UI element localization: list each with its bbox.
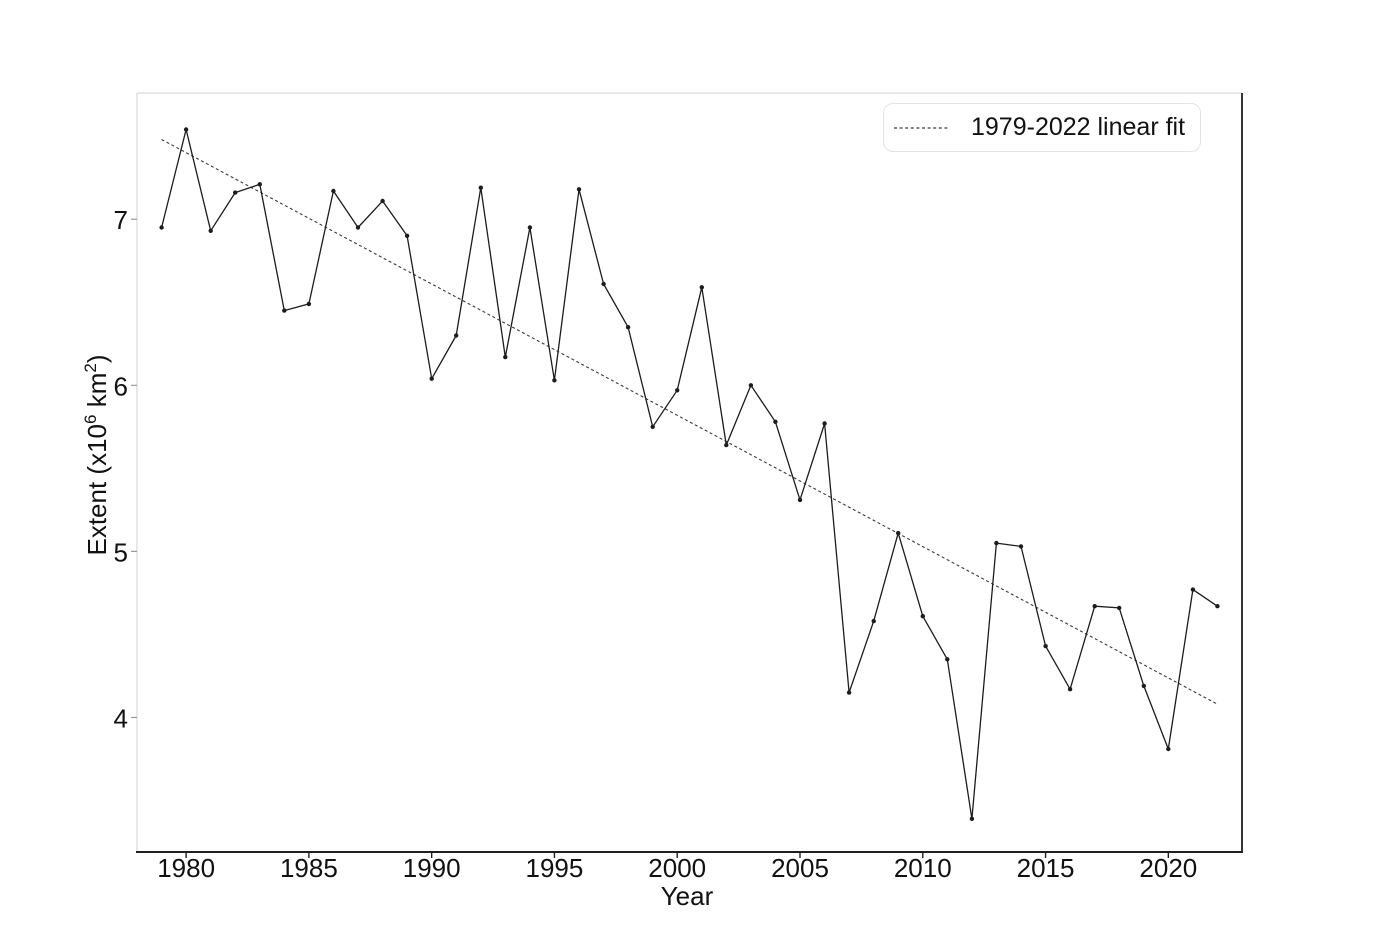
data-point-marker [306,301,312,307]
data-point-marker [355,225,361,230]
data-point-marker [699,285,704,290]
legend-label: 1979-2022 linear fit [971,113,1186,141]
data-point-marker [601,281,606,287]
data-point-marker [429,376,434,381]
x-tick-label: 1995 [526,853,584,883]
x-axis-label: Year [660,881,714,911]
x-tick-label: 2020 [1139,853,1197,883]
dashed-line-swatch [894,126,950,129]
y-axis-label-text: Extent (x10 [81,423,112,556]
data-point-marker [527,225,533,230]
data-point-marker [1215,604,1220,609]
y-tick-label: 5 [114,537,128,567]
y-tick-label: 7 [114,205,128,235]
data-point-marker [969,816,975,821]
y-axis-label-close-paren: ) [81,354,112,364]
data-point-marker [552,378,557,383]
x-tick-label: 2005 [771,853,829,883]
data-point-marker [797,497,803,503]
data-point-marker [380,198,385,204]
data-point-marker [748,383,754,388]
data-point-marker [183,127,189,132]
x-tick-label: 2010 [894,853,952,883]
legend: 1979-2022 linear fit [883,103,1202,152]
y-axis-label-superscript-6: 6 [81,414,101,424]
data-point-marker [454,333,459,338]
y-axis-label-units: km [81,372,112,415]
data-point-marker [822,421,827,426]
data-point-marker [1067,687,1073,692]
x-tick-label: 1980 [157,853,215,883]
data-point-marker [233,190,238,195]
linear-fit-line [161,139,1218,705]
x-tick-label: 1985 [280,853,338,883]
data-point-marker [257,182,262,187]
data-point-marker [994,540,999,546]
data-point-marker [1018,544,1024,549]
data-point-marker [1117,605,1122,611]
data-point-marker [503,354,508,360]
x-tick-label: 2015 [1017,853,1075,883]
data-point-marker [945,657,950,662]
data-point-marker [282,308,287,313]
data-point-marker [478,185,483,190]
data-point-marker [625,325,631,330]
data-point-marker [724,442,729,448]
x-tick-label: 1990 [403,853,461,883]
y-tick-label: 4 [114,703,128,733]
data-point-marker [920,614,925,619]
data-point-marker [1190,587,1196,592]
y-axis-label: Extent (x106 km2) [81,354,113,555]
y-tick-label: 6 [114,371,128,401]
data-point-marker [576,187,582,192]
data-point-marker [896,530,901,536]
data-point-marker [208,228,213,233]
data-point-marker [331,188,336,194]
data-point-marker [1166,746,1171,752]
data-point-marker [159,225,164,230]
data-point-marker [404,233,410,238]
data-point-marker [675,388,680,393]
x-tick-label: 2000 [648,853,706,883]
y-axis-label-superscript-2: 2 [81,363,101,373]
data-point-marker [773,419,778,424]
data-point-marker [1043,643,1048,649]
data-point-marker [650,424,655,429]
data-point-marker [1141,683,1147,689]
extent-series-line [160,128,1218,820]
data-point-marker [1092,604,1097,609]
data-point-marker [846,690,852,695]
data-point-marker [871,618,876,624]
